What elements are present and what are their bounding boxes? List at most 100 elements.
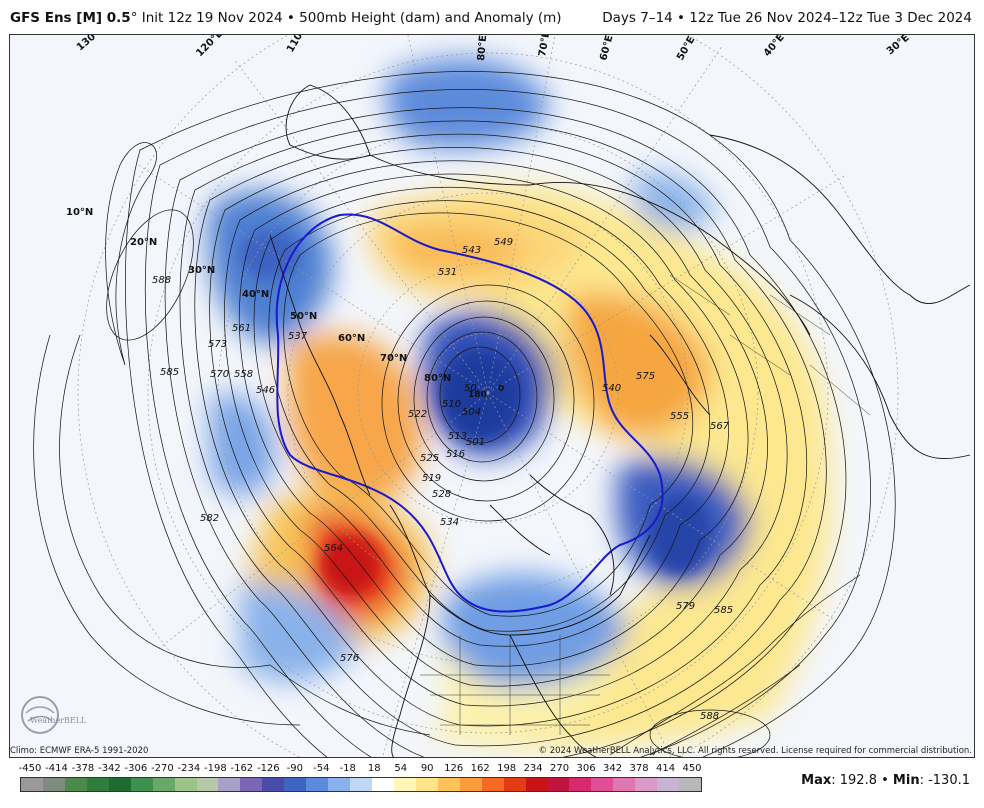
valid-period: Days 7–14 • 12z Tue 26 Nov 2024–12z Tue … xyxy=(602,10,972,26)
latitude-label: 60°N xyxy=(338,333,365,344)
contour-label: 528 xyxy=(432,489,451,500)
contour-label: 537 xyxy=(288,331,308,342)
colorbar-swatch xyxy=(108,778,131,791)
colorbar-tick-label: -450 xyxy=(18,763,42,774)
copyright-note: © 2024 WeatherBELL Analytics, LLC. All r… xyxy=(538,746,972,756)
colorbar-tick-label: -18 xyxy=(339,763,356,774)
colorbar-tick-label: -54 xyxy=(313,763,330,774)
colorbar-swatch xyxy=(591,778,614,791)
latitude-label: 50°N xyxy=(290,311,317,322)
colorbar-tick-label: -414 xyxy=(45,763,68,774)
colorbar-tick-label: 378 xyxy=(629,763,649,774)
latitude-label: 30°N xyxy=(188,265,215,276)
colorbar-swatch xyxy=(569,778,592,791)
colorbar-tick-label: -306 xyxy=(124,763,148,774)
colorbar-swatch xyxy=(306,778,329,791)
map-title: GFS Ens [M] 0.5° Init 12z 19 Nov 2024 • … xyxy=(10,10,562,26)
colorbar-tick-label: -90 xyxy=(286,763,303,774)
dam-540-contour xyxy=(275,213,664,613)
contour-label: 519 xyxy=(422,473,441,484)
contour-label: 516 xyxy=(446,449,465,460)
contour-label: 585 xyxy=(160,367,179,378)
colorbar-tick-label: 162 xyxy=(470,763,490,774)
colorbar-tick-label: 450 xyxy=(682,763,702,774)
colorbar-swatch xyxy=(64,778,87,791)
colorbar-tick-labels: -450 -414 -378 -342 -306 -270 -234 -198 -162 -126… xyxy=(18,763,702,775)
colorbar-swatch xyxy=(350,778,372,791)
contour-label: 588 xyxy=(700,711,719,722)
colorbar-swatch xyxy=(613,778,636,791)
colorbar-swatch xyxy=(657,778,680,791)
contour-label: 588 xyxy=(152,275,171,286)
contour-label: 513 xyxy=(448,431,467,442)
longitude-label: 30°E xyxy=(885,35,912,57)
longitude-label: 40°E xyxy=(762,35,787,59)
colorbar-tick-label: 414 xyxy=(655,763,676,774)
colorbar-tick-label: -234 xyxy=(177,763,201,774)
colorbar-tick-label: 234 xyxy=(523,763,543,774)
colorbar-tick-label: 306 xyxy=(576,763,596,774)
colorbar-swatch xyxy=(459,778,482,791)
colorbar-tick-label: 18 xyxy=(367,763,381,774)
colorbar-tick-label: -270 xyxy=(151,763,174,774)
longitude-label: 110°E xyxy=(285,35,311,55)
colorbar-tick-label: 90 xyxy=(420,763,434,774)
contour-label: 558 xyxy=(234,369,253,380)
political-boundaries xyxy=(420,274,871,735)
colorbar-tick-label: 342 xyxy=(603,763,623,774)
colorbar-tick-label: 270 xyxy=(550,763,570,774)
colorbar-swatch xyxy=(42,778,65,791)
contour-label: 576 xyxy=(340,653,359,664)
colorbar-swatch xyxy=(393,778,416,791)
colorbar-tick-label: 54 xyxy=(394,763,408,774)
colorbar-swatch xyxy=(262,778,285,791)
anomaly-shading xyxy=(208,58,832,749)
colorbar-tick-label: -198 xyxy=(204,763,227,774)
max-min-stats: Max: 192.8 • Min: -130.1 xyxy=(801,773,970,788)
longitude-label: 60°E xyxy=(598,35,615,62)
contour-label: 525 xyxy=(420,453,439,464)
colorbar-tick-label: 126 xyxy=(444,763,464,774)
contour-label: 540 xyxy=(602,383,621,394)
land-outlines xyxy=(269,84,971,757)
colorbar-swatch xyxy=(86,778,109,791)
contour-label: 501 xyxy=(466,437,485,448)
colorbar-swatch xyxy=(372,778,394,791)
longitude-label: 130°E xyxy=(75,35,107,53)
contour-label: 549 xyxy=(494,237,513,248)
colorbar-swatch xyxy=(415,778,438,791)
colorbar-tick-label: 198 xyxy=(497,763,517,774)
colorbar-swatch xyxy=(503,778,526,791)
latitude-label: 70°N xyxy=(380,353,407,364)
colorbar-swatch xyxy=(196,778,219,791)
colorbar-swatch xyxy=(679,778,702,791)
contour-label: 564 xyxy=(324,543,343,554)
pole-longitude-label: 0 xyxy=(498,384,504,394)
contour-label: 585 xyxy=(714,605,733,616)
colorbar-swatch xyxy=(635,778,658,791)
contour-label: 573 xyxy=(208,339,227,350)
latitude-label: 20°N xyxy=(130,237,157,248)
contour-label: 582 xyxy=(200,513,219,524)
pole-longitude-label: 180 xyxy=(468,390,487,400)
contour-label: 561 xyxy=(232,323,251,334)
contour-label: 555 xyxy=(670,411,689,422)
contour-label: 567 xyxy=(710,421,730,432)
longitude-label: 70°E xyxy=(537,35,552,58)
colorbar-swatch xyxy=(240,778,263,791)
colorbar-swatch xyxy=(481,778,504,791)
contour-label: 570 xyxy=(210,369,229,380)
climo-note: Climo: ECMWF ERA-5 1991-2020 xyxy=(10,746,149,756)
latitude-label: 40°N xyxy=(242,289,269,300)
colorbar-swatch xyxy=(437,778,460,791)
colorbar-swatch xyxy=(152,778,175,791)
longitude-label: 120°E xyxy=(194,35,225,59)
colorbar-tick-label: -162 xyxy=(230,763,254,774)
contour-label: 546 xyxy=(256,385,275,396)
contour-label: 575 xyxy=(636,371,655,382)
latitude-label: 80°N xyxy=(424,373,451,384)
colorbar-swatch xyxy=(547,778,570,791)
anomaly-map: 588 585 573 570 561 558 546 537 582 564 … xyxy=(9,34,975,758)
latitude-label: 10°N xyxy=(66,207,93,218)
contour-label: 504 xyxy=(462,407,481,418)
